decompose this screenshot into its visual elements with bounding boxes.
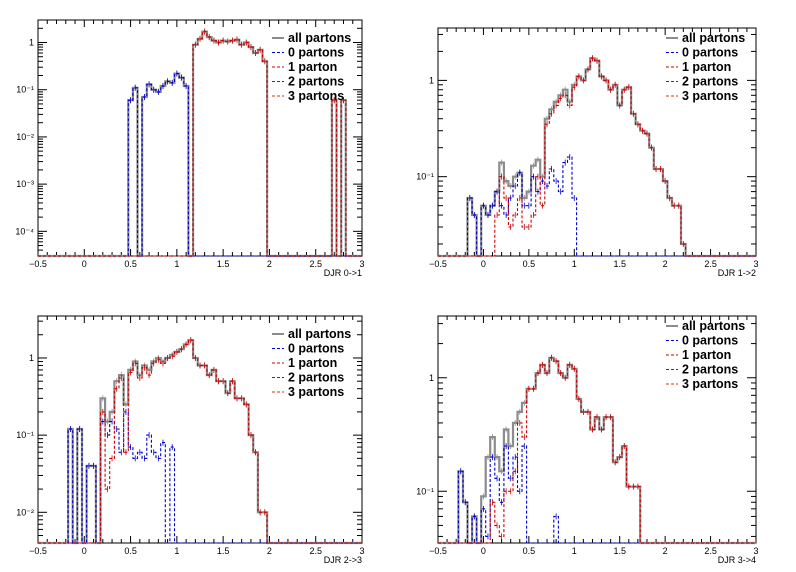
legend-entry-0-partons: 0 partons [682,46,738,60]
legend-entry-all-partons: all partons [288,31,351,45]
x-tick-label: 0.5 [523,259,536,269]
panel-3: −0.5 0 0.5 1 1.5 2 2.5 3 10⁻² 10⁻¹ 1 DJR 2->3 all pa… [16,315,365,565]
x-tick-label: 2.5 [309,259,322,269]
y-tick-label: 10⁻¹ [416,486,434,496]
y-tick-label: 10⁻³ [16,179,34,189]
x-tick-label: −0.5 [29,259,47,269]
y-tick-label: 10⁻¹ [16,85,34,95]
legend-entry-1-parton: 1 parton [288,60,337,74]
x-tick-label: 2 [267,546,272,556]
legend-entry-all-partons: all partons [682,319,745,333]
legend-entry-0-partons: 0 partons [682,334,738,348]
series-line-1-parton [38,339,362,544]
x-tick-label: 1.5 [217,259,230,269]
x-tick-label: 3 [753,546,758,556]
x-tick-label: −0.5 [29,546,47,556]
x-tick-label: 3 [359,546,364,556]
x-axis-title: DJR 3->4 [718,555,756,565]
y-tick-label: 1 [29,38,34,48]
x-tick-label: 0 [481,546,486,556]
x-tick-label: 2.5 [704,259,717,269]
x-tick-label: 2 [267,259,272,269]
legend-entry-3-partons: 3 partons [682,89,738,103]
series-line-0-partons [38,411,362,544]
y-tick-label: 1 [429,373,434,383]
legend-entry-1-parton: 1 parton [682,348,731,362]
y-tick-label: 10⁻² [16,507,34,517]
y-tick-label: 10⁻¹ [16,430,34,440]
x-tick-label: 0 [481,259,486,269]
legend-entry-2-partons: 2 partons [682,75,738,89]
y-tick-label: 10⁻⁴ [15,226,34,236]
series-line-1-parton [38,31,362,257]
series-line-1-parton [438,357,756,544]
x-tick-label: 0.5 [124,546,137,556]
legend-entry-3-partons: 3 partons [682,377,738,391]
x-tick-label: 0 [82,546,87,556]
legend-entry-1-parton: 1 parton [682,60,731,74]
x-tick-label: 3 [359,259,364,269]
x-axis-title: DJR 0->1 [324,268,362,278]
series-line-0-partons [438,445,756,544]
x-tick-label: 1.5 [613,546,626,556]
legend-entry-2-partons: 2 partons [682,363,738,377]
x-tick-label: 2.5 [704,546,717,556]
legend-entry-all-partons: all partons [288,327,351,341]
legend-entry-2-partons: 2 partons [288,371,344,385]
x-tick-label: 2.5 [309,546,322,556]
x-tick-label: 0.5 [523,546,536,556]
legend-entry-1-parton: 1 parton [288,356,337,370]
x-tick-label: 1.5 [613,259,626,269]
series-line-0-partons [438,156,756,257]
plot-frame [437,27,757,257]
y-tick-label: 10⁻² [16,132,34,142]
panel-1: −0.5 0 0.5 1 1.5 2 2.5 3 10⁻⁴ 10⁻³ 10⁻² 10⁻¹ 1 DJR 0-… [15,19,365,278]
legend-entry-0-partons: 0 partons [288,46,344,60]
x-tick-label: 1 [174,259,179,269]
y-tick-label: 1 [429,75,434,85]
x-tick-label: 1 [572,259,577,269]
legend-entry-all-partons: all partons [682,31,745,45]
x-tick-label: 1.5 [217,546,230,556]
x-tick-label: 1 [174,546,179,556]
legend-entry-3-partons: 3 partons [288,385,344,399]
x-axis-title: DJR 1->2 [718,268,756,278]
x-tick-label: 2 [663,259,668,269]
x-tick-label: −0.5 [429,546,447,556]
x-tick-label: 0 [82,259,87,269]
legend-entry-2-partons: 2 partons [288,75,344,89]
x-axis-title: DJR 2->3 [324,555,362,565]
panel-2: −0.5 0 0.5 1 1.5 2 2.5 3 10⁻¹ 1 DJR 1->2 all parton… [416,27,759,278]
x-tick-label: 3 [753,259,758,269]
x-tick-label: 2 [663,546,668,556]
legend-entry-0-partons: 0 partons [288,342,344,356]
x-tick-label: −0.5 [429,259,447,269]
x-tick-label: 0.5 [124,259,137,269]
x-tick-label: 1 [572,546,577,556]
series-line-1-parton [438,57,756,257]
y-tick-label: 1 [29,353,34,363]
y-tick-label: 10⁻¹ [416,172,434,182]
panel-4: −0.5 0 0.5 1 1.5 2 2.5 3 10⁻¹ 1 DJR 3->4 all parton… [416,315,759,565]
legend-entry-3-partons: 3 partons [288,89,344,103]
